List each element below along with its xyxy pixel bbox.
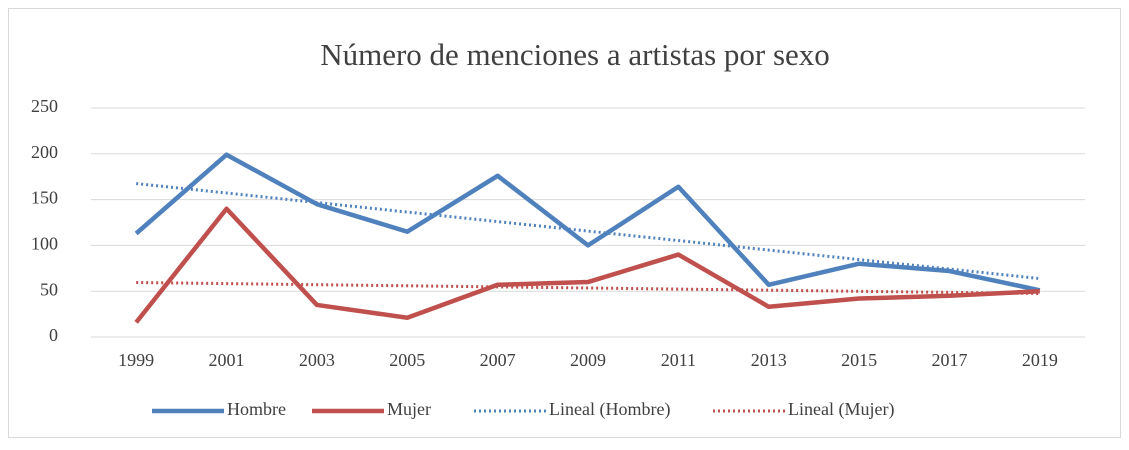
- x-tick-label: 2013: [751, 350, 787, 370]
- line: [134, 152, 1041, 293]
- x-tick-label: 2015: [841, 350, 877, 370]
- y-tick-label: 200: [31, 142, 58, 162]
- x-tick-label: 2017: [931, 350, 967, 370]
- y-tick-label: 50: [40, 279, 58, 299]
- x-tick-label: 2007: [480, 350, 516, 370]
- x-tick-label: 2011: [661, 350, 696, 370]
- trend-line: [136, 182, 1040, 281]
- y-tick-label: 250: [31, 96, 58, 116]
- y-tick-label: 150: [31, 188, 58, 208]
- line: [134, 206, 1040, 324]
- y-tick-label: 0: [49, 325, 58, 345]
- y-tick-label: 100: [31, 234, 58, 254]
- legend-label: Lineal (Hombre): [549, 399, 670, 420]
- x-tick-label: 2009: [570, 350, 606, 370]
- x-tick-label: 2005: [389, 350, 425, 370]
- x-tick-label: 2003: [299, 350, 335, 370]
- trend-line: [136, 280, 1040, 295]
- x-tick-label: 2001: [209, 350, 245, 370]
- legend-label: Mujer: [387, 399, 431, 419]
- chart-title: Número de menciones a artistas por sexo: [320, 37, 830, 72]
- chart-frame: [8, 8, 1121, 438]
- x-tick-label: 2019: [1022, 350, 1058, 370]
- legend-label: Lineal (Mujer): [788, 399, 894, 420]
- legend-label: Hombre: [227, 399, 286, 419]
- x-tick-label: 1999: [118, 350, 154, 370]
